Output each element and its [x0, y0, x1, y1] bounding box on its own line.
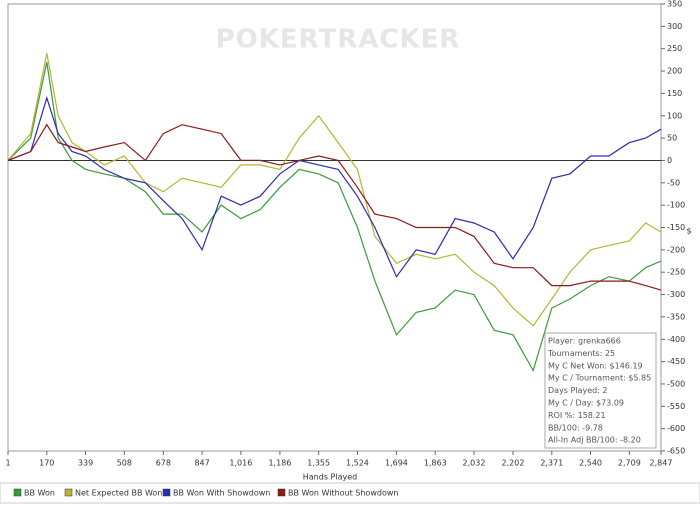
x-tick-label: 1,863 — [424, 459, 447, 468]
y-tick-label: -250 — [667, 268, 685, 277]
stat-line: My C / Day: $73.09 — [548, 399, 624, 408]
x-tick-label: 1,524 — [346, 459, 369, 468]
x-tick-label: 2,540 — [579, 459, 602, 468]
y-tick-label: -200 — [667, 245, 685, 254]
y-tick-label: 250 — [667, 44, 682, 53]
legend-swatch — [162, 488, 171, 497]
y-axis-label: $ — [686, 227, 691, 236]
legend-label: Net Expected BB Won — [75, 489, 162, 498]
y-tick-label: -600 — [667, 424, 685, 433]
y-tick-label: -150 — [667, 223, 685, 232]
legend-swatch — [277, 488, 286, 497]
stat-line: Player: grenka666 — [548, 337, 621, 346]
x-tick-label: 1,355 — [307, 459, 330, 468]
x-tick-label: 2,847 — [650, 459, 673, 468]
stat-line: BB/100: -9.78 — [548, 423, 603, 432]
stat-line: My C / Tournament: $5.85 — [548, 374, 651, 383]
x-tick-label: 508 — [117, 459, 132, 468]
series-line — [7, 61, 662, 373]
y-tick-label: -500 — [667, 379, 685, 388]
x-tick-label: 2,202 — [502, 459, 525, 468]
legend-swatch — [64, 488, 73, 497]
stat-line: My C Net Won: $146.19 — [548, 361, 643, 370]
watermark: POKERTRACKER — [216, 25, 461, 55]
legend-label: BB Won With Showdown — [173, 489, 270, 498]
x-tick-label: 2,032 — [463, 459, 486, 468]
y-tick-label: 150 — [667, 89, 682, 98]
stat-line: Days Played: 2 — [548, 386, 608, 395]
y-tick-label: 50 — [667, 134, 677, 143]
stat-line: ROI %: 158.21 — [548, 411, 606, 420]
legend-swatch — [13, 488, 22, 497]
x-tick-label: 170 — [39, 459, 54, 468]
y-tick-label: 350 — [667, 0, 682, 9]
y-tick-label: -350 — [667, 312, 685, 321]
y-tick-label: -300 — [667, 290, 685, 299]
y-tick-label: 200 — [667, 67, 682, 76]
x-tick-label: 678 — [156, 459, 171, 468]
x-tick-label: 2,709 — [618, 459, 641, 468]
series-line — [7, 123, 662, 291]
stat-line: Tournaments: 25 — [547, 349, 615, 358]
series-line — [7, 53, 662, 327]
stat-line: All-In Adj BB/100: -8.20 — [548, 436, 641, 445]
y-tick-label: -450 — [667, 357, 685, 366]
x-tick-label: 339 — [78, 459, 93, 468]
y-tick-label: -650 — [667, 447, 685, 456]
x-tick-label: 1 — [5, 459, 10, 468]
x-tick-label: 1,186 — [268, 459, 291, 468]
legend — [0, 482, 700, 504]
legend-label: BB Won — [24, 489, 55, 498]
x-tick-label: 847 — [194, 459, 209, 468]
legend-label: BB Won Without Showdown — [288, 489, 398, 498]
y-tick-label: -550 — [667, 402, 685, 411]
y-tick-label: -50 — [667, 178, 680, 187]
y-tick-label: 0 — [667, 156, 672, 165]
x-tick-label: 1,016 — [229, 459, 252, 468]
y-tick-label: 100 — [667, 111, 682, 120]
series-line — [7, 95, 662, 278]
y-tick-label: 300 — [667, 22, 682, 31]
x-axis-label: Hands Played — [303, 473, 357, 482]
y-tick-label: -400 — [667, 335, 685, 344]
stats-box — [544, 332, 657, 449]
x-tick-label: 1,694 — [385, 459, 408, 468]
y-tick-label: -100 — [667, 201, 685, 210]
x-tick-label: 2,371 — [540, 459, 563, 468]
